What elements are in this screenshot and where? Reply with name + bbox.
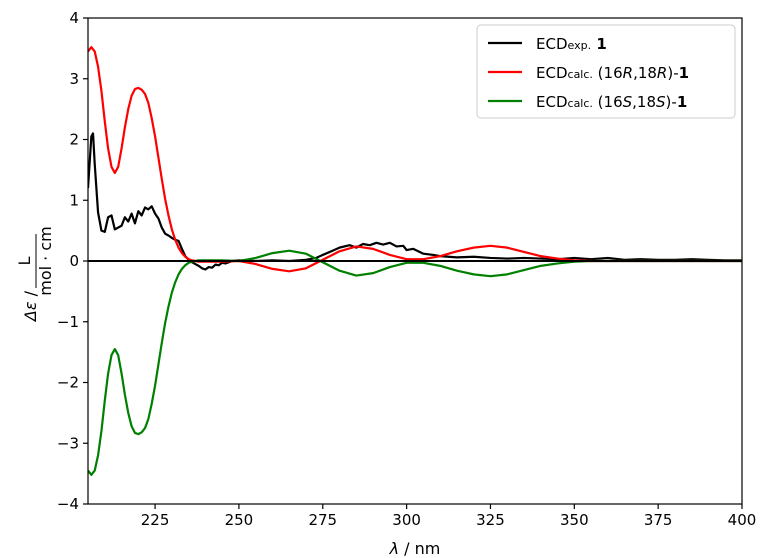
legend-entry-3: ECDcalc. (16S,18S)-1 — [536, 93, 687, 111]
x-axis-label-symbol: λ — [389, 539, 399, 558]
y-axis-label-separator: / — [21, 290, 40, 301]
legend-entry-compound: 1 — [591, 35, 607, 53]
y-axis-label-text: Δε / — [21, 290, 40, 323]
x-tick-label: 400 — [728, 511, 757, 529]
legend-entry-text: (16 — [593, 93, 623, 111]
y-tick-label: 1 — [69, 191, 79, 209]
legend-entry-text: (16 — [593, 64, 623, 82]
legend-entry-text: ,18 — [633, 64, 657, 82]
x-tick-label: 350 — [560, 511, 589, 529]
x-tick-label: 300 — [392, 511, 421, 529]
legend-entry-main: ECD — [536, 93, 568, 111]
plot-lines — [88, 46, 742, 476]
legend-entry-italic: S — [656, 93, 666, 111]
legend-entry-text: ,18 — [632, 93, 656, 111]
y-axis-label-symbol: Δε — [21, 301, 40, 323]
legend-box — [476, 24, 736, 119]
y-axis-label-numerator: L — [15, 256, 34, 265]
y-axis-label-denominator: mol · cm — [36, 226, 55, 295]
legend-entry-subscript: exp. — [568, 39, 592, 52]
legend-entry-subscript: calc. — [568, 68, 593, 81]
series-line-3 — [88, 249, 742, 476]
y-tick-label: 2 — [69, 131, 79, 149]
x-tick-label: 375 — [644, 511, 673, 529]
y-tick-label: −3 — [57, 434, 79, 452]
series-line-1 — [88, 132, 742, 271]
y-tick-label: 0 — [69, 252, 79, 270]
y-tick-label: −4 — [57, 495, 79, 513]
legend-entry-main: ECD — [536, 35, 568, 53]
legend-entry-1: ECDexp. 1 — [536, 35, 607, 53]
legend-entry-italic: S — [623, 93, 633, 111]
y-tick-label: −1 — [57, 313, 79, 331]
legend-entry-main: ECD — [536, 64, 568, 82]
legend-entry-2: ECDcalc. (16R,18R)-1 — [536, 64, 689, 82]
legend-entry-subscript: calc. — [568, 97, 593, 110]
y-tick-label: 3 — [69, 70, 79, 88]
legend-entry-text: )- — [666, 93, 677, 111]
x-tick-label: 325 — [476, 511, 505, 529]
legend-entry-compound: 1 — [677, 93, 687, 111]
y-tick-label: −2 — [57, 374, 79, 392]
legend-entry-text: )- — [667, 64, 678, 82]
x-tick-label: 275 — [308, 511, 337, 529]
x-axis-label-unit: / nm — [399, 539, 440, 558]
x-axis-label: λ / nm — [389, 539, 441, 558]
x-tick-label: 225 — [141, 511, 170, 529]
legend-entry-italic: R — [623, 64, 633, 82]
y-tick-label: 4 — [69, 9, 79, 27]
legend-entry-compound: 1 — [679, 64, 689, 82]
axes: 225 250 275 300 325 350 375 400 −4 −3 −2 −1 0 1 2 3 4 λ /… — [15, 9, 756, 558]
x-tick-label: 250 — [225, 511, 254, 529]
legend-entry-italic: R — [657, 64, 667, 82]
